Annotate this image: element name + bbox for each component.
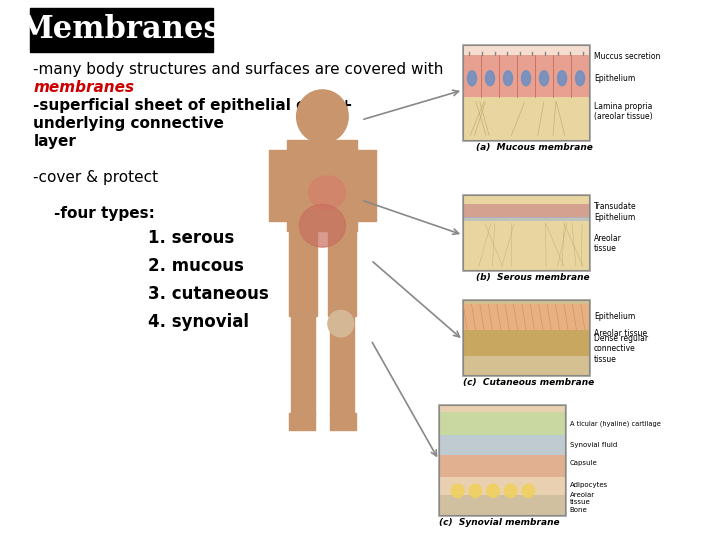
Text: Areolar tissue: Areolar tissue [594,329,647,338]
Text: 1. serous: 1. serous [148,229,234,247]
FancyBboxPatch shape [328,228,356,316]
FancyBboxPatch shape [462,44,590,141]
Text: (c)  Synovial membrane: (c) Synovial membrane [438,518,559,527]
FancyBboxPatch shape [438,495,564,515]
Ellipse shape [521,71,531,86]
FancyBboxPatch shape [289,228,317,316]
Text: 4. synovial: 4. synovial [148,313,249,331]
FancyBboxPatch shape [463,217,589,221]
FancyBboxPatch shape [330,413,356,430]
FancyBboxPatch shape [438,435,564,455]
Ellipse shape [485,71,495,86]
Text: Dense regular
connective
tissue: Dense regular connective tissue [594,334,648,363]
Text: Epithelium: Epithelium [594,213,635,222]
FancyBboxPatch shape [356,150,376,221]
Text: Muccus secretion: Muccus secretion [594,52,660,61]
FancyBboxPatch shape [463,330,589,356]
FancyBboxPatch shape [30,8,213,52]
Text: -four types:: -four types: [33,206,156,221]
FancyBboxPatch shape [438,404,566,516]
Text: Epithelium: Epithelium [594,74,635,83]
Text: -superficial sheet of epithelial cells +: -superficial sheet of epithelial cells + [33,98,353,113]
Text: Membranes: Membranes [20,15,222,45]
Ellipse shape [451,484,464,497]
FancyBboxPatch shape [291,314,315,416]
Ellipse shape [469,484,482,497]
Ellipse shape [539,71,549,86]
Text: (b)  Serous membrane: (b) Serous membrane [476,273,589,282]
Text: Epithelium: Epithelium [594,312,635,321]
Text: Transudate: Transudate [594,202,636,211]
Circle shape [297,90,348,143]
Text: membranes: membranes [33,80,135,95]
Text: Areolar
tissue: Areolar tissue [594,234,622,253]
Ellipse shape [467,71,477,86]
FancyBboxPatch shape [315,117,330,145]
Ellipse shape [557,71,567,86]
Text: -many body structures and surfaces are covered with: -many body structures and surfaces are c… [33,62,444,77]
Text: -cover & protect: -cover & protect [33,170,158,185]
Text: Capsule: Capsule [570,460,598,467]
FancyBboxPatch shape [462,194,590,271]
Text: 3. cutaneous: 3. cutaneous [148,285,269,303]
Ellipse shape [575,71,585,86]
Ellipse shape [300,204,346,247]
FancyBboxPatch shape [289,413,315,430]
FancyBboxPatch shape [438,411,564,436]
Text: layer: layer [33,134,76,149]
FancyBboxPatch shape [463,356,589,375]
Text: Areolar
tissue: Areolar tissue [570,492,595,505]
Text: Adipocytes: Adipocytes [570,482,608,488]
Ellipse shape [522,484,534,497]
FancyBboxPatch shape [269,150,289,221]
Ellipse shape [504,484,517,497]
Text: A ticular (hyaline) cartilage: A ticular (hyaline) cartilage [570,421,660,427]
Text: Synovial fluid: Synovial fluid [570,442,617,448]
Text: (c)  Cutaneous membrane: (c) Cutaneous membrane [463,378,594,387]
Ellipse shape [503,71,513,86]
Text: underlying connective: underlying connective [33,116,224,131]
FancyBboxPatch shape [463,97,589,140]
FancyBboxPatch shape [463,204,589,218]
FancyBboxPatch shape [438,455,564,476]
Text: Lamina propria
(areolar tissue): Lamina propria (areolar tissue) [594,102,652,121]
Text: Bone: Bone [570,507,588,512]
FancyBboxPatch shape [287,140,357,231]
FancyBboxPatch shape [462,299,590,376]
Ellipse shape [309,176,346,209]
FancyBboxPatch shape [463,303,589,330]
Text: (a)  Mucous membrane: (a) Mucous membrane [476,143,593,152]
Ellipse shape [487,484,499,497]
Text: 2. mucous: 2. mucous [148,257,243,275]
Circle shape [328,310,354,337]
FancyBboxPatch shape [330,314,354,416]
FancyBboxPatch shape [463,55,589,97]
